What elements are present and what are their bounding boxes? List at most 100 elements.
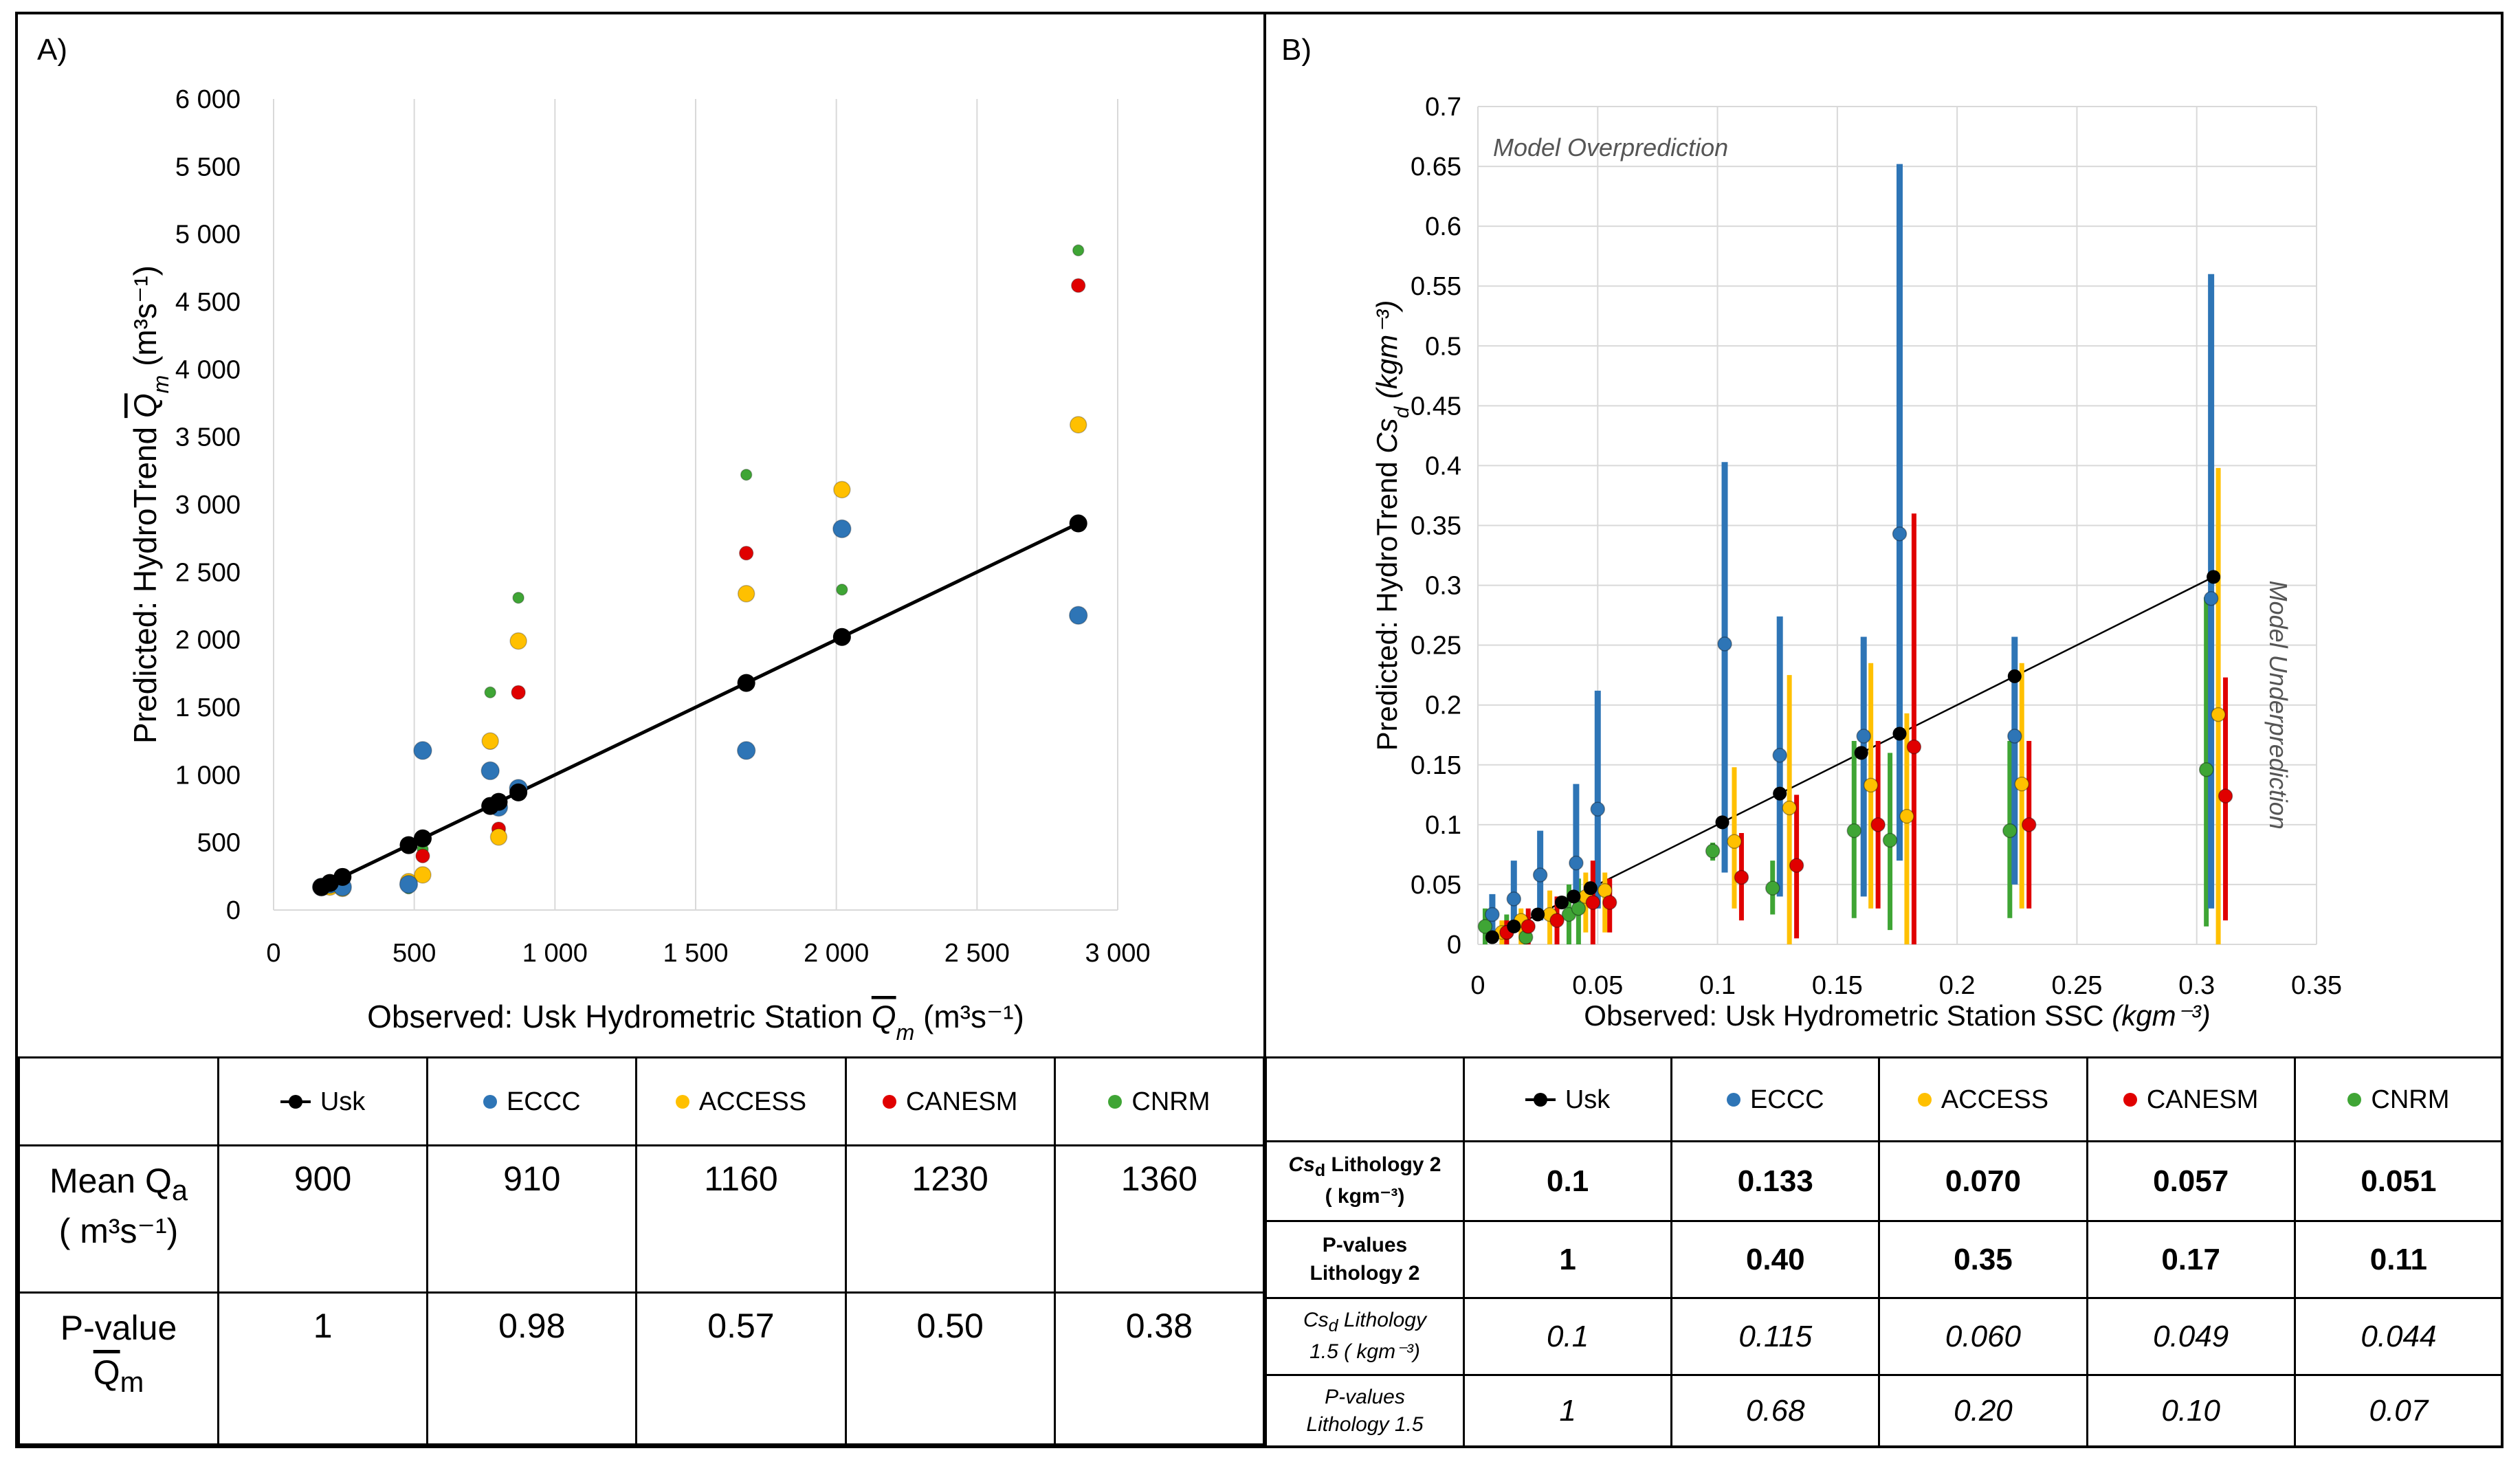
cnrm-point: [1072, 244, 1085, 257]
x-tick-label: 1 000: [522, 939, 588, 968]
legend-cnrm: CNRM: [1053, 1056, 1265, 1146]
access-point: [1597, 883, 1613, 898]
table-cell: 0.044: [2293, 1297, 2504, 1376]
cnrm-point: [2198, 762, 2214, 777]
legend-cnrm: CNRM: [2293, 1056, 2504, 1142]
access-dot-marker: [675, 1095, 689, 1109]
x-tick-label: 0.2: [1939, 971, 1976, 1000]
usk-point: [1583, 881, 1598, 896]
canesm-point: [738, 546, 754, 561]
table-cell: 0.20: [1878, 1374, 2088, 1448]
y-tick-label: 0.4: [1425, 452, 1461, 480]
canesm-point: [1070, 278, 1086, 293]
row-label-csd-lithology-2: Csd Lithology 2 ( kgm⁻³): [1265, 1140, 1465, 1222]
x-tick-label: 2 000: [804, 939, 869, 968]
x-tick-label: 0: [266, 939, 280, 968]
table-cell: 0.11: [2293, 1220, 2504, 1299]
usk-point: [399, 836, 418, 854]
cnrm-point: [1846, 823, 1862, 839]
y-tick-label: 500: [197, 829, 241, 858]
csd-l15-label-text: Lithology: [1338, 1309, 1426, 1332]
cnrm-point: [484, 686, 496, 699]
eccc-dot-marker: [483, 1095, 497, 1109]
csd-l15-label-cs: Cs: [1303, 1309, 1329, 1332]
eccc-point: [2203, 590, 2219, 606]
y-tick-label: 0.5: [1425, 332, 1461, 361]
mean-label-text: Mean Q: [49, 1162, 172, 1200]
legend-access: ACCESS: [1878, 1056, 2088, 1142]
y-axis-title: Predicted: HydroTrend Csd (kgm⁻³): [1371, 300, 1413, 751]
figure-frame: [15, 12, 2504, 1448]
legend-usk: Usk: [1462, 1056, 1673, 1142]
usk-point: [1555, 896, 1569, 910]
access-point: [1782, 800, 1797, 816]
cnrm-point: [1477, 919, 1493, 934]
pval-l15-label-1: P-values: [1325, 1385, 1405, 1408]
access-point: [414, 866, 432, 884]
legend-canesm-label: CANESM: [905, 1087, 1018, 1116]
legend-usk: Usk: [217, 1056, 429, 1146]
usk-point: [1507, 919, 1521, 933]
x-tick-label: 0.1: [1699, 971, 1736, 1000]
y-tick-label: 4 500: [175, 288, 241, 317]
chart-b: B) 0 0.05 0.1 0.15 0.2 0.25 0.3 0.35 0 0.05 0.1 0.1…: [1281, 33, 2342, 1032]
table-cell: 0.57: [635, 1291, 847, 1445]
usk-point: [2007, 669, 2022, 683]
y-tick-label: 0.6: [1425, 212, 1461, 241]
legend-canesm: CANESM: [844, 1056, 1056, 1146]
cnrm-point: [512, 591, 524, 604]
mean-label-sub: a: [171, 1174, 188, 1206]
access-point: [1069, 416, 1087, 434]
eccc-point: [1068, 606, 1088, 625]
x-tick-label: 0.35: [2291, 971, 2342, 1000]
pvalue-label-text: P-value: [60, 1309, 177, 1347]
table-cell: 900: [217, 1144, 429, 1294]
cnrm-point: [2002, 823, 2018, 839]
x-tick-label: 1 500: [663, 939, 728, 968]
csd-l15-label-sub: d: [1328, 1316, 1338, 1336]
usk-point: [1715, 815, 1729, 830]
x-axis-title: Observed: Usk Hydrometric Station SSC (k…: [1584, 999, 2210, 1032]
eccc-point: [1892, 526, 1908, 542]
cnrm-point: [1765, 880, 1780, 896]
y-tick-label: 0.35: [1411, 512, 1461, 541]
table-b-row-csd-l2: Csd Lithology 2( kgm⁻³) 0.1 0.133 0.070 …: [1265, 1140, 2504, 1222]
y-tick-label: 0.7: [1425, 93, 1461, 122]
csd-l2-label-unit: ( kgm⁻³): [1325, 1185, 1405, 1208]
canesm-dot-marker: [882, 1095, 896, 1109]
access-point: [2211, 707, 2226, 722]
y-tick-label: 0.45: [1411, 392, 1461, 421]
table-cell: 0.060: [1878, 1297, 2088, 1376]
pval-l15-label-2: Lithology 1.5: [1306, 1413, 1424, 1436]
legend-access-label: ACCESS: [698, 1087, 807, 1116]
cnrm-point: [740, 468, 753, 481]
access-point: [481, 732, 499, 750]
canesm-point: [1521, 919, 1536, 934]
access-point: [1899, 808, 1914, 824]
table-cell: 0.35: [1878, 1220, 2088, 1299]
chart-b-marks: [1477, 164, 2233, 945]
pval-l2-label-1: P-values: [1322, 1234, 1408, 1256]
table-cell: 0.38: [1053, 1291, 1265, 1445]
eccc-point: [1772, 748, 1787, 763]
access-point: [833, 480, 851, 499]
access-point: [2014, 776, 2030, 792]
table-cell: 0.049: [2086, 1297, 2296, 1376]
row-label-pvalues-lithology-1-5: P-values Lithology 1.5: [1265, 1374, 1465, 1448]
y-tick-label: 0: [226, 896, 241, 925]
table-cell: 1160: [635, 1144, 847, 1294]
eccc-point: [1532, 867, 1548, 883]
table-cell: 0.1: [1462, 1297, 1673, 1376]
y-tick-label: 6 000: [175, 85, 241, 114]
y-tick-label: 2 500: [175, 558, 241, 587]
x-tick-label: 500: [393, 939, 436, 968]
legend-eccc-label: ECCC: [1749, 1085, 1824, 1114]
access-point: [509, 632, 527, 650]
legend-eccc: ECCC: [426, 1056, 638, 1146]
table-b-corner: [1265, 1056, 1465, 1142]
y-tick-label: 0.65: [1411, 153, 1461, 181]
y-tick-label: 0: [1447, 931, 1461, 960]
panel-b-label: B): [1281, 33, 1312, 67]
cnrm-dot-marker: [1108, 1095, 1123, 1109]
eccc-dot-marker: [1726, 1093, 1740, 1107]
